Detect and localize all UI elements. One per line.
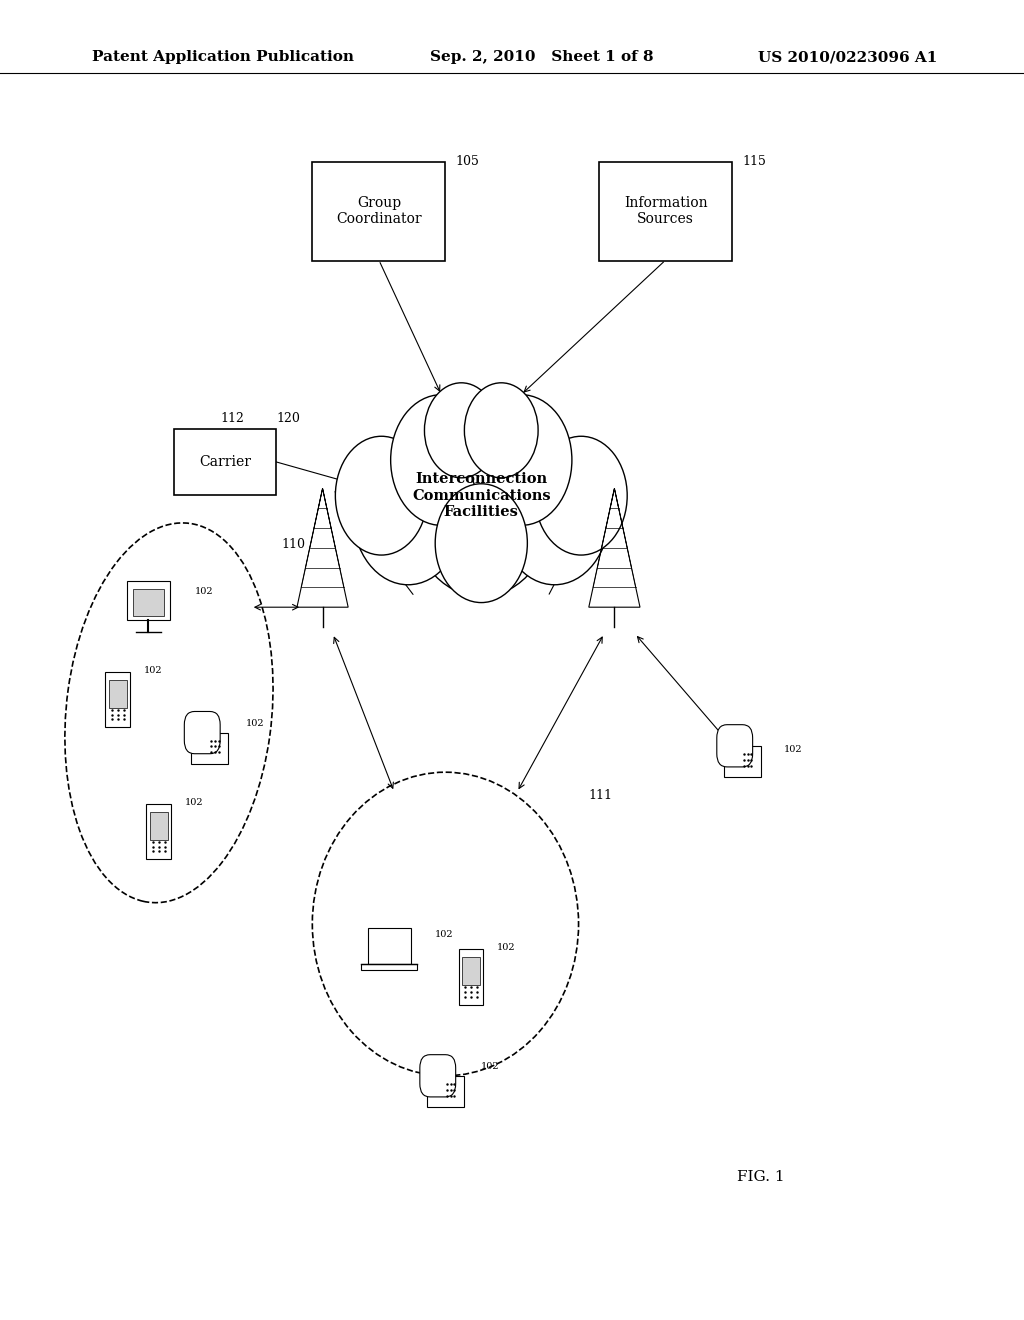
Circle shape: [535, 437, 627, 556]
Text: 110: 110: [282, 537, 305, 550]
FancyBboxPatch shape: [133, 589, 164, 616]
Text: 105: 105: [456, 154, 479, 168]
Text: 102: 102: [783, 746, 802, 755]
FancyBboxPatch shape: [724, 746, 761, 777]
Circle shape: [424, 383, 498, 478]
FancyBboxPatch shape: [184, 711, 220, 754]
Circle shape: [500, 442, 610, 585]
FancyBboxPatch shape: [127, 581, 170, 620]
Text: FIG. 1: FIG. 1: [737, 1171, 785, 1184]
FancyBboxPatch shape: [427, 1076, 464, 1107]
Text: Group
Coordinator: Group Coordinator: [336, 197, 422, 226]
Circle shape: [352, 442, 463, 585]
Text: 102: 102: [481, 1063, 500, 1072]
Circle shape: [408, 407, 555, 597]
FancyBboxPatch shape: [599, 162, 732, 261]
Text: 102: 102: [435, 931, 454, 940]
FancyBboxPatch shape: [105, 672, 130, 727]
Circle shape: [335, 437, 427, 556]
Text: Interconnection
Communications
Facilities: Interconnection Communications Facilitie…: [412, 473, 551, 519]
FancyBboxPatch shape: [462, 957, 480, 985]
Text: Information
Sources: Information Sources: [624, 197, 708, 226]
FancyBboxPatch shape: [174, 429, 276, 495]
FancyBboxPatch shape: [312, 162, 445, 261]
Text: 102: 102: [143, 667, 162, 676]
Text: Patent Application Publication: Patent Application Publication: [92, 50, 354, 65]
Circle shape: [435, 483, 527, 602]
FancyBboxPatch shape: [146, 804, 171, 859]
Text: 112: 112: [220, 412, 244, 425]
Text: 102: 102: [184, 799, 203, 808]
FancyBboxPatch shape: [109, 680, 127, 708]
Text: 102: 102: [246, 719, 264, 729]
Text: 102: 102: [497, 944, 515, 953]
Text: 115: 115: [742, 154, 766, 168]
FancyBboxPatch shape: [191, 733, 228, 764]
FancyBboxPatch shape: [361, 964, 417, 969]
Circle shape: [471, 395, 571, 525]
FancyBboxPatch shape: [459, 949, 483, 1005]
FancyBboxPatch shape: [420, 1055, 456, 1097]
Text: 102: 102: [195, 587, 213, 597]
Text: 120: 120: [276, 412, 300, 425]
FancyBboxPatch shape: [368, 928, 411, 964]
Circle shape: [391, 395, 492, 525]
Text: Carrier: Carrier: [200, 455, 251, 469]
FancyBboxPatch shape: [717, 725, 753, 767]
FancyBboxPatch shape: [150, 812, 168, 840]
Text: Sep. 2, 2010   Sheet 1 of 8: Sep. 2, 2010 Sheet 1 of 8: [430, 50, 653, 65]
Text: 111: 111: [589, 788, 612, 801]
Circle shape: [465, 383, 539, 478]
Text: US 2010/0223096 A1: US 2010/0223096 A1: [758, 50, 937, 65]
